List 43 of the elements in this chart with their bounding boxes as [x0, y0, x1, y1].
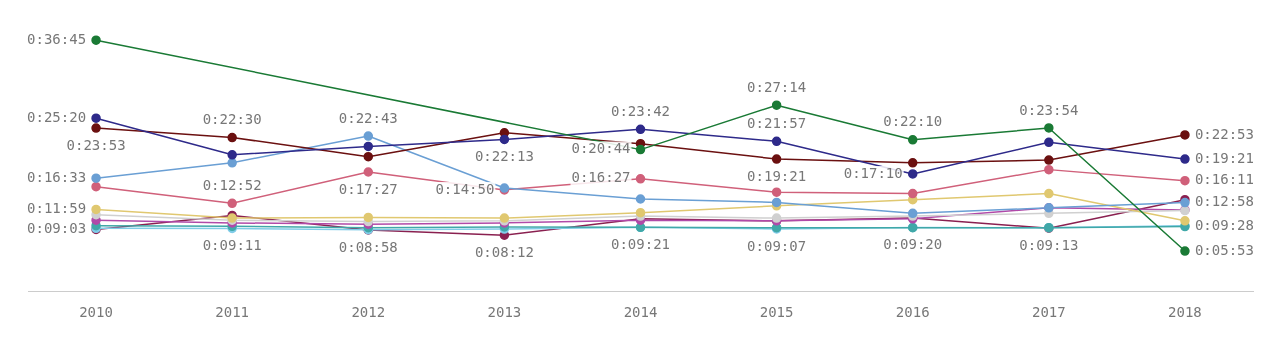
data-label: 0:14:50: [435, 180, 495, 197]
data-label: 0:17:10: [843, 164, 903, 181]
data-label: 0:12:58: [1194, 193, 1254, 210]
data-label: 0:09:20: [883, 236, 943, 253]
data-label: 0:05:53: [1194, 241, 1254, 258]
data-label: 0:11:59: [27, 200, 87, 217]
data-label: 0:09:28: [1194, 217, 1254, 234]
data-label: 0:09:03: [27, 220, 87, 237]
data-label: 0:22:43: [338, 109, 398, 126]
data-label: 0:23:54: [1019, 101, 1079, 118]
x-tick-label: 2011: [215, 304, 250, 321]
data-label: 0:19:21: [1194, 149, 1254, 166]
data-label: 0:09:21: [610, 235, 671, 252]
x-tick-label: 2015: [759, 304, 794, 321]
data-label: 0:25:20: [27, 108, 87, 125]
x-tick-label: 2010: [79, 304, 113, 321]
data-label: 0:22:13: [474, 148, 534, 165]
data-label: 0:23:42: [610, 102, 671, 119]
x-tick-label: 2014: [623, 304, 658, 321]
data-label: 0:20:44: [571, 140, 631, 157]
x-tick-label: 2016: [895, 304, 930, 321]
data-label: 0:22:30: [202, 111, 262, 128]
data-label: 0:09:11: [202, 237, 262, 254]
x-tick-label: 2013: [487, 304, 522, 321]
data-label: 0:09:13: [1019, 236, 1079, 253]
data-label: 0:22:53: [1194, 125, 1254, 142]
data-label: 0:08:12: [474, 243, 534, 260]
x-tick-label: 2017: [1031, 304, 1066, 321]
data-label: 0:22:10: [883, 113, 943, 130]
data-label: 0:17:27: [338, 180, 398, 197]
data-label: 0:16:27: [571, 169, 631, 186]
x-tick-label: 2012: [351, 304, 386, 321]
data-label: 0:27:14: [747, 78, 807, 95]
data-label: 0:16:33: [27, 168, 87, 185]
data-label: 0:21:57: [747, 114, 807, 131]
data-label: 0:23:53: [66, 136, 126, 153]
data-label: 0:08:58: [338, 238, 398, 255]
data-label: 0:09:07: [747, 237, 807, 254]
x-tick-label: 2018: [1168, 304, 1202, 321]
data-label: 0:16:11: [1194, 171, 1254, 188]
data-label: 0:36:45: [27, 30, 87, 47]
data-label: 0:12:52: [202, 176, 262, 193]
data-label: 0:19:21: [747, 167, 807, 184]
